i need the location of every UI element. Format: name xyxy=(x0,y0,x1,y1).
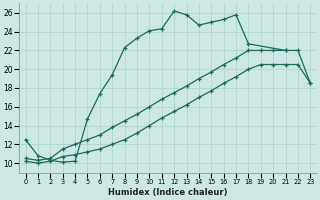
X-axis label: Humidex (Indice chaleur): Humidex (Indice chaleur) xyxy=(108,188,228,197)
